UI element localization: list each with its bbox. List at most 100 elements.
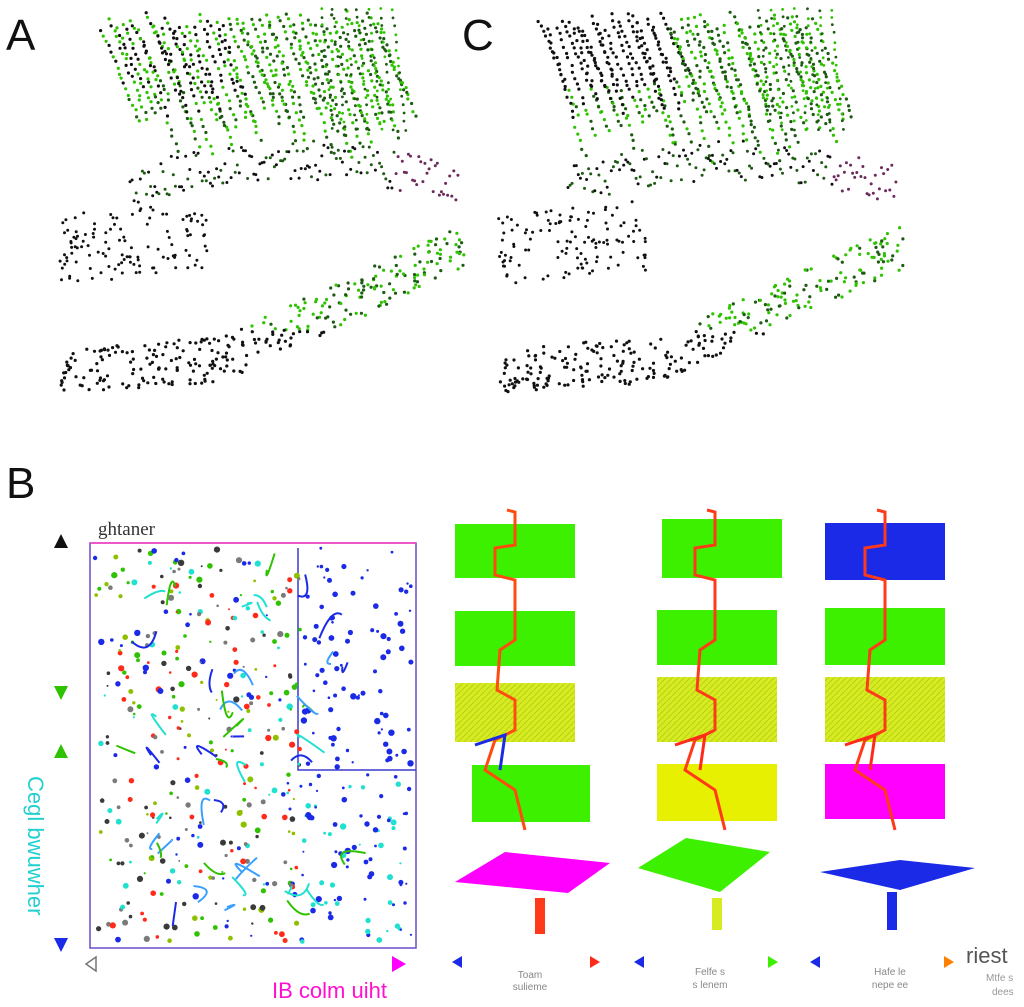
map-point <box>260 630 265 634</box>
map-point <box>116 861 121 866</box>
point <box>242 38 246 42</box>
point <box>323 49 326 52</box>
point <box>173 29 177 33</box>
point <box>141 85 145 89</box>
point <box>129 360 133 364</box>
map-point <box>295 682 298 686</box>
point <box>378 161 382 165</box>
point <box>231 357 235 361</box>
point <box>250 45 254 49</box>
point <box>356 127 359 131</box>
point <box>309 23 313 27</box>
point <box>359 38 363 42</box>
point <box>126 71 130 75</box>
point <box>120 52 125 56</box>
point <box>163 57 167 62</box>
point <box>396 56 400 60</box>
point <box>342 133 346 137</box>
map-point <box>376 814 382 819</box>
map-point <box>213 546 221 553</box>
point <box>416 244 420 248</box>
point <box>228 22 232 26</box>
point <box>320 23 324 27</box>
point <box>425 171 429 175</box>
point <box>300 124 304 128</box>
map-point <box>165 812 168 815</box>
point <box>188 341 192 345</box>
point <box>130 24 134 28</box>
point <box>303 167 307 171</box>
point <box>313 97 317 101</box>
point <box>396 129 400 133</box>
point <box>301 149 305 153</box>
point <box>442 192 445 196</box>
point <box>381 88 385 92</box>
map-point <box>194 785 200 790</box>
point <box>322 96 327 100</box>
point <box>161 255 165 259</box>
point <box>182 91 186 95</box>
point <box>229 27 233 31</box>
point <box>138 94 142 98</box>
point <box>205 371 209 375</box>
map-point <box>151 548 157 554</box>
point <box>287 72 291 76</box>
point <box>154 271 158 275</box>
point <box>240 31 244 35</box>
point <box>209 100 213 104</box>
map-point <box>246 802 252 808</box>
point <box>245 353 249 358</box>
point <box>200 179 204 183</box>
point <box>172 82 177 86</box>
map-point <box>240 858 247 865</box>
map-point <box>259 904 266 911</box>
point <box>131 42 135 46</box>
map-point <box>197 612 202 617</box>
point <box>104 254 108 258</box>
point <box>134 271 138 275</box>
point <box>148 216 152 220</box>
point <box>285 109 289 113</box>
map-point <box>179 706 185 712</box>
map-point <box>316 565 319 568</box>
point <box>252 80 256 84</box>
point <box>193 25 197 29</box>
map-point <box>301 708 309 715</box>
map-point <box>272 596 277 601</box>
map-point <box>104 582 109 587</box>
point <box>388 282 392 286</box>
map-point <box>319 564 324 569</box>
point <box>235 72 239 76</box>
point <box>81 239 85 243</box>
point <box>366 48 370 52</box>
point <box>434 237 439 241</box>
point <box>332 17 336 20</box>
point <box>167 236 171 239</box>
point <box>202 338 206 342</box>
point <box>145 70 149 74</box>
point <box>165 121 169 125</box>
map-point <box>200 680 204 685</box>
map-point <box>223 640 228 645</box>
point <box>402 290 406 294</box>
point <box>280 99 285 103</box>
point <box>288 79 292 84</box>
point <box>93 222 96 226</box>
point <box>185 71 190 75</box>
point <box>161 377 165 381</box>
point <box>314 101 318 105</box>
point <box>276 341 280 345</box>
point <box>200 66 204 70</box>
point <box>194 101 198 106</box>
point <box>314 32 318 36</box>
point <box>297 95 301 99</box>
point <box>146 381 150 385</box>
point <box>363 42 367 46</box>
map-point <box>270 589 274 594</box>
point <box>229 176 233 180</box>
point <box>189 39 193 43</box>
map-point <box>254 827 261 834</box>
map-point <box>170 686 175 692</box>
point <box>349 57 352 61</box>
